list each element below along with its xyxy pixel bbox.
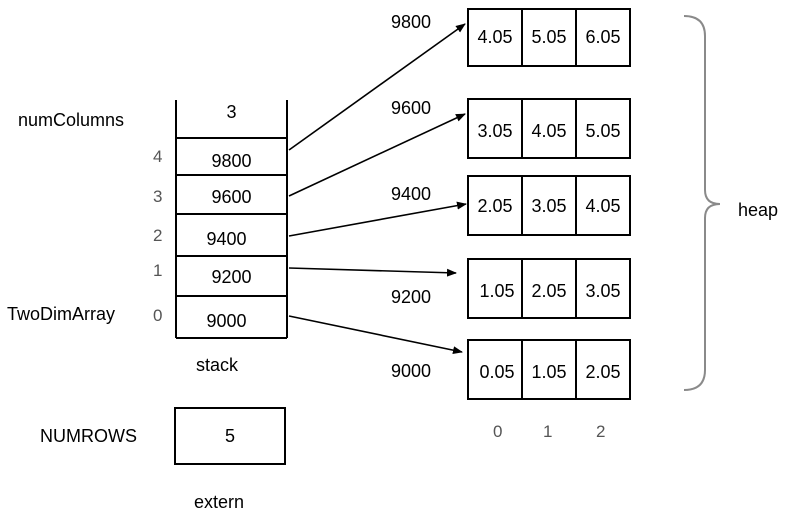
heap-label: heap	[738, 200, 779, 220]
heap-cell: 2.05	[477, 196, 513, 216]
heap-cell: 5.05	[531, 27, 567, 47]
heap-address: 9200	[391, 287, 432, 307]
heap-row-box	[467, 258, 631, 319]
heap-address: 9800	[391, 12, 432, 32]
stack-index: 3	[153, 187, 163, 206]
heap-column-index: 1	[543, 422, 553, 441]
stack-slot-value: 9200	[211, 267, 252, 287]
pointer-arrow-9000	[288, 315, 463, 355]
stack-label: stack	[196, 355, 239, 375]
heap-cell: 3.05	[585, 281, 621, 301]
heap-cell: 0.05	[479, 362, 515, 382]
heap-column-index: 0	[493, 422, 503, 441]
heap-cell: 2.05	[585, 362, 621, 382]
heap-row-9800	[467, 8, 631, 67]
heap-row-9000	[467, 339, 631, 400]
numrows-label: NUMROWS	[40, 426, 137, 446]
stack-index: 4	[153, 147, 163, 166]
heap-row-box	[467, 98, 631, 159]
heap-cell: 5.05	[585, 121, 621, 141]
heap-row-9400	[467, 175, 631, 236]
pointer-arrow-9200	[288, 267, 457, 277]
heap-cell: 6.05	[585, 27, 621, 47]
stack-slot-value: 9400	[206, 229, 247, 249]
stack-index: 0	[153, 306, 163, 325]
heap-cell: 4.05	[585, 196, 621, 216]
heap-address: 9000	[391, 361, 432, 381]
heap-column-index: 2	[596, 422, 606, 441]
stack-top-value: 3	[226, 102, 237, 122]
heap-row-box	[467, 8, 631, 67]
stack-frame	[175, 100, 288, 339]
heap-row-9200	[467, 258, 631, 319]
stack-index: 1	[153, 261, 163, 280]
heap-address: 9400	[391, 184, 432, 204]
heap-row-9600	[467, 98, 631, 159]
heap-cell: 2.05	[531, 281, 567, 301]
extern-box	[174, 407, 286, 465]
heap-cell: 4.05	[531, 121, 567, 141]
pointer-arrow-9600	[288, 113, 466, 197]
heap-cell: 3.05	[531, 196, 567, 216]
pointer-arrow-9800	[288, 23, 466, 151]
heap-address: 9600	[391, 98, 432, 118]
extern-label: extern	[194, 492, 245, 512]
two-dim-array-label: TwoDimArray	[7, 304, 116, 324]
stack-slot-value: 9800	[211, 151, 252, 171]
extern-value: 5	[224, 426, 235, 446]
heap-brace	[683, 15, 721, 391]
heap-cell: 3.05	[477, 121, 513, 141]
stack-slot-value: 9600	[211, 187, 252, 207]
heap-row-box	[467, 175, 631, 236]
heap-cell: 1.05	[479, 281, 515, 301]
pointer-arrow-9400	[288, 201, 467, 237]
heap-cell: 4.05	[477, 27, 513, 47]
heap-row-box	[467, 339, 631, 400]
heap-cell: 1.05	[531, 362, 567, 382]
num-columns-label: numColumns	[18, 110, 125, 130]
stack-index: 2	[153, 226, 163, 245]
stack-slot-value: 9000	[206, 311, 247, 331]
